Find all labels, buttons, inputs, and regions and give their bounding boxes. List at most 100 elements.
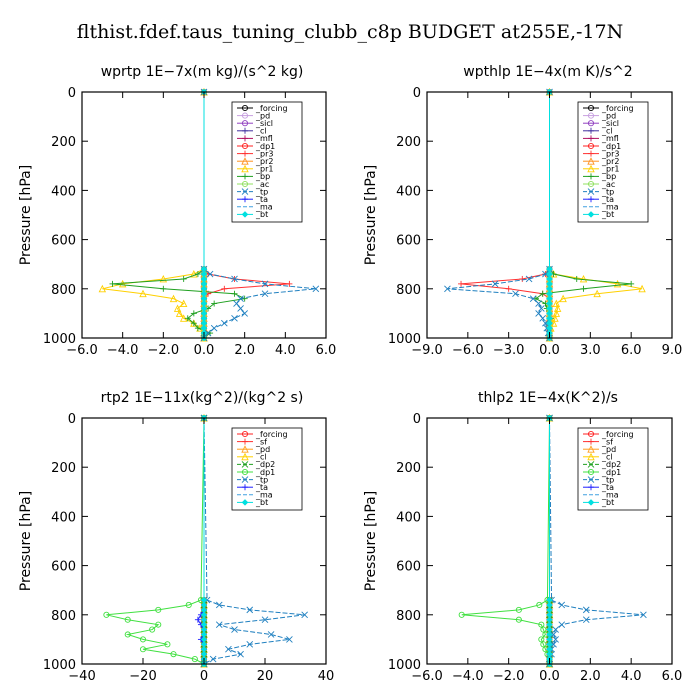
legend-entry: _ma	[583, 491, 619, 500]
data-point	[535, 310, 542, 317]
legend-label: _sf	[601, 437, 613, 446]
y-tick-label: 400	[51, 510, 76, 525]
series-line	[102, 92, 205, 338]
panel-thlp2: thlp2 1E−4x(K^2)/s −6.0 −4.0 −2.0 0.0 2.0 4.0…	[363, 390, 682, 684]
panel-rtp2: rtp2 1E−11x(kg^2)/(kg^2 s) −40 −20 0 20 4002…	[18, 390, 334, 684]
legend-label: _dp2	[255, 460, 275, 469]
y-tick-label: 1000	[388, 332, 421, 347]
legend-entry: _ma	[237, 203, 273, 212]
legend-label: _dp1	[601, 468, 621, 477]
data-point	[515, 616, 522, 623]
panel-title: thlp2 1E−4x(K^2)/s	[478, 390, 618, 406]
legend-entry: _tp	[583, 475, 614, 484]
legend-entry: _pr2	[237, 157, 273, 166]
legend-entry: _dp1	[583, 142, 621, 151]
data-point	[221, 285, 228, 292]
legend-entry: _bp	[583, 172, 616, 181]
legend-entry: _sf	[583, 437, 613, 446]
data-point	[206, 270, 214, 278]
y-tick-label: 800	[51, 283, 76, 298]
legend-label: _ta	[601, 483, 614, 492]
data-point	[118, 279, 127, 288]
y-tick-label: 400	[51, 184, 76, 199]
y-tick-label: 1000	[43, 658, 76, 673]
series-dp1	[103, 414, 208, 668]
data-point	[550, 641, 557, 648]
legend-entry: _bt	[583, 498, 614, 507]
y-tick-label: 800	[396, 609, 421, 624]
legend-entry: _bt	[583, 210, 614, 219]
panel-wprtp: wprtp 1E−7x(m kg)/(s^2 kg) −6.0 −4.0 −2.0 0…	[18, 64, 336, 358]
data-point	[535, 300, 542, 307]
legend-entry: _pd	[583, 111, 616, 120]
data-point	[458, 280, 465, 287]
data-point	[191, 656, 198, 663]
y-tick-label: 0	[413, 412, 421, 427]
legend-label: _pr2	[601, 157, 619, 166]
legend-entry: _cl	[583, 453, 613, 462]
data-point	[179, 299, 188, 308]
series-tp	[444, 88, 553, 342]
data-point	[237, 650, 244, 658]
legend-entry: _forcing	[237, 430, 288, 439]
panel-title: rtp2 1E−11x(kg^2)/(kg^2 s)	[101, 390, 304, 406]
legend-label: _bt	[255, 210, 268, 219]
data-point	[559, 294, 567, 303]
y-tick-label: 800	[396, 283, 421, 298]
legend-entry: _pd	[583, 445, 616, 454]
data-point	[550, 631, 557, 638]
plot-area: −6.0 −4.0 −2.0 0.0 2.0 4.0 6.0 0 200 400 600 800 100…	[363, 412, 682, 684]
legend-entry: _tp	[583, 187, 614, 196]
legend-label: _pd	[601, 111, 616, 120]
x-tick-label: 6.0	[316, 343, 337, 358]
data-point	[538, 636, 545, 643]
legend-label: _tp	[601, 475, 614, 484]
legend-label: _pr2	[255, 157, 273, 166]
data-point	[149, 626, 156, 633]
legend-entry: _dp1	[237, 468, 275, 477]
legend-entry: _pr1	[237, 165, 273, 174]
series-dp1	[458, 414, 553, 668]
x-tick-label: 3.0	[580, 343, 601, 358]
series-pr1	[98, 87, 208, 342]
data-point	[159, 274, 168, 283]
y-axis-label: Pressure [hPa]	[363, 491, 379, 591]
legend-label: _ac	[255, 180, 269, 189]
legend-label: _bt	[601, 210, 614, 219]
y-tick-label: 200	[396, 461, 421, 476]
data-point	[170, 651, 177, 658]
legend-label: _cl	[601, 127, 613, 136]
data-point	[540, 626, 547, 633]
data-point	[552, 626, 559, 633]
series-line	[106, 417, 205, 665]
data-point	[539, 290, 546, 297]
legend-label: _dp1	[601, 142, 621, 151]
series-group	[458, 413, 647, 668]
legend-entry: _bt	[237, 210, 268, 219]
data-point	[190, 310, 197, 317]
data-point	[98, 284, 107, 293]
legend-label: _sicl	[601, 119, 619, 128]
legend-label: _dp1	[255, 142, 275, 151]
x-tick-label: −6.0	[66, 343, 98, 358]
data-point	[542, 270, 549, 278]
y-tick-label: 0	[68, 412, 76, 427]
data-point	[204, 329, 212, 337]
legend-label: _bt	[255, 498, 268, 507]
data-point	[221, 319, 228, 327]
legend-label: _dp2	[601, 460, 621, 469]
data-point	[444, 285, 451, 293]
data-point	[169, 294, 178, 303]
x-tick-label: −9.0	[411, 343, 443, 358]
legend-label: _ma	[255, 203, 273, 212]
data-point	[640, 611, 647, 619]
series-bp	[109, 89, 248, 341]
x-tick-label: −4.0	[452, 669, 484, 684]
y-tick-label: 0	[68, 86, 76, 101]
data-point	[139, 646, 147, 653]
series-line	[549, 92, 643, 338]
data-point	[237, 305, 244, 312]
legend-entry: _bt	[237, 498, 268, 507]
series-bt	[546, 414, 553, 668]
series-bt	[200, 414, 208, 668]
